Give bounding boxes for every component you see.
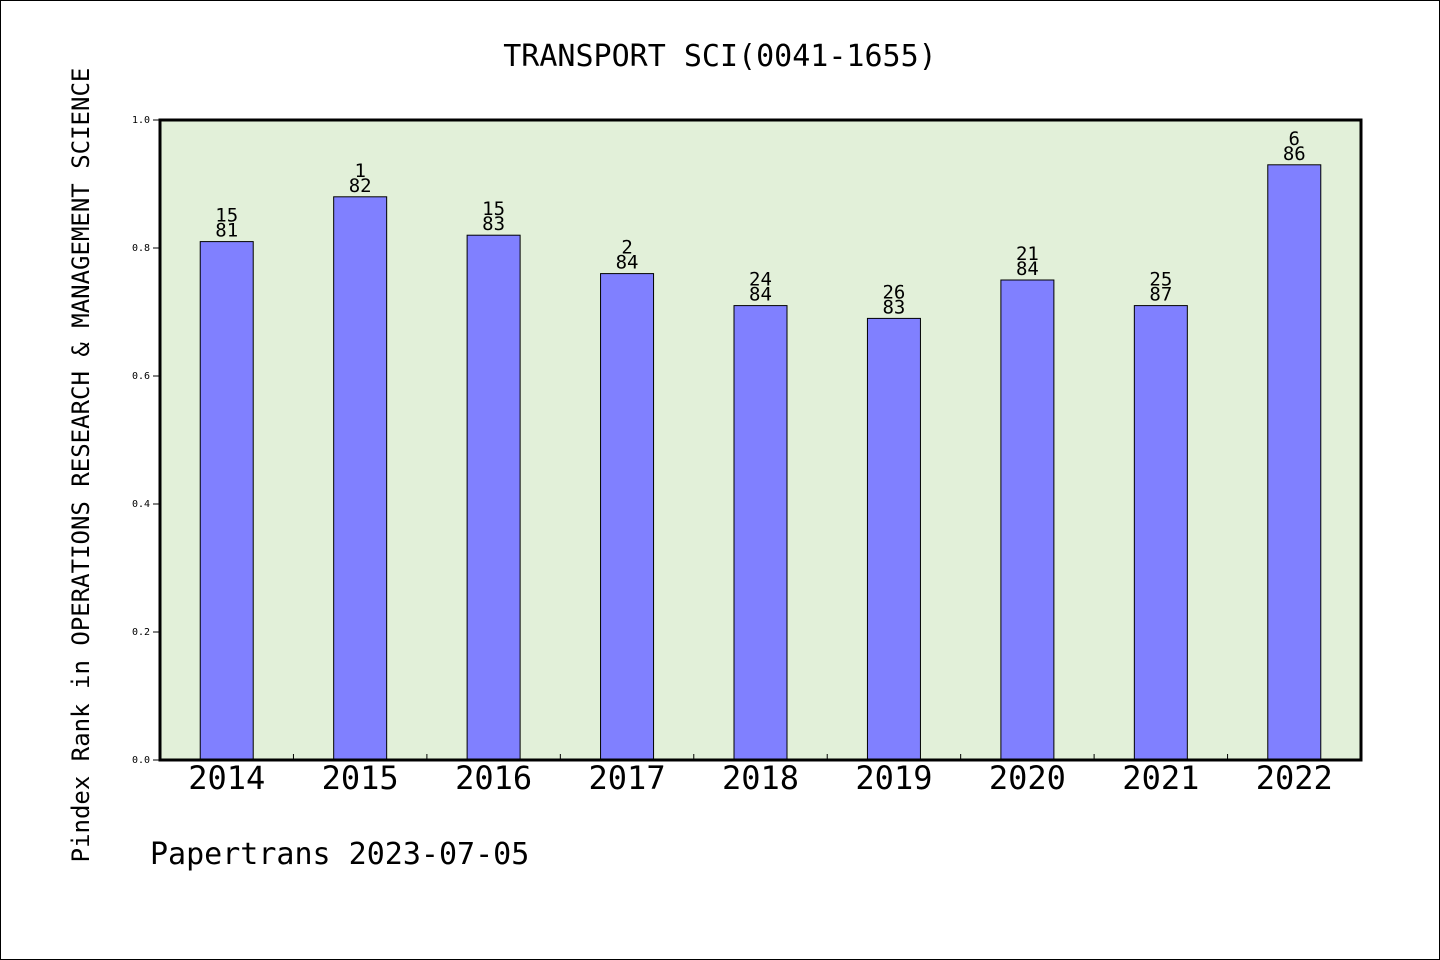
- bar-2020: [1000, 279, 1055, 761]
- bar-total-label: 82: [349, 175, 372, 197]
- x-tick-label: 2019: [855, 759, 932, 797]
- bar-rank-label: 6: [1289, 128, 1300, 150]
- bar-2015: [333, 196, 388, 761]
- x-tick-label: 2018: [722, 759, 799, 797]
- y-tick-label: 0.4: [132, 499, 150, 510]
- x-tick-label: 2021: [1122, 759, 1199, 797]
- bar-rank-label: 26: [882, 281, 905, 303]
- bar-total-label: 84: [616, 252, 639, 274]
- y-axis-label: Pindex Rank in OPERATIONS RESEARCH & MAN…: [67, 68, 95, 863]
- footer-text: Papertrans 2023-07-05: [150, 837, 529, 872]
- y-tick-label: 0.0: [132, 755, 150, 766]
- bar-total-label: 83: [482, 213, 505, 235]
- bar-2016: [466, 234, 521, 761]
- x-tick-label: 2017: [589, 759, 666, 797]
- plot-frame: [158, 118, 1363, 762]
- bar-rank-label: 1: [354, 160, 365, 182]
- bar-2018: [733, 305, 788, 761]
- bar-2019: [866, 317, 921, 761]
- bar-2022: [1267, 164, 1322, 761]
- y-tick-label: 0.8: [132, 243, 150, 254]
- bar-total-label: 84: [749, 284, 772, 306]
- bar-rank-label: 21: [1016, 243, 1039, 265]
- y-tick-label: 0.6: [132, 371, 150, 382]
- bar-2017: [600, 273, 655, 761]
- x-tick-label: 2014: [188, 759, 265, 797]
- x-tick-label: 2022: [1256, 759, 1333, 797]
- bar-total-label: 86: [1283, 143, 1306, 165]
- bar-rank-label: 24: [749, 269, 772, 291]
- bar-2014: [199, 241, 254, 761]
- x-tick-label: 2016: [455, 759, 532, 797]
- bars-layer: [199, 164, 1322, 761]
- chart-title: TRANSPORT SCI(0041-1655): [503, 39, 936, 74]
- bar-rank-label: 15: [215, 205, 238, 227]
- bar-rank-label: 2: [621, 237, 632, 259]
- bar-rank-label: 15: [482, 198, 505, 220]
- bar-2021: [1133, 305, 1188, 761]
- bar-total-label: 83: [882, 296, 905, 318]
- bar-total-label: 87: [1149, 284, 1172, 306]
- x-tick-label: 2015: [322, 759, 399, 797]
- bar-total-label: 81: [215, 220, 238, 242]
- bar-total-label: 84: [1016, 258, 1039, 280]
- x-tick-label: 2020: [989, 759, 1066, 797]
- y-tick-label: 0.2: [132, 627, 150, 638]
- labels-layer: 1581201418220151583201628420172484201826…: [188, 128, 1333, 797]
- bar-rank-label: 25: [1149, 269, 1172, 291]
- y-tick-label: 1.0: [132, 115, 150, 126]
